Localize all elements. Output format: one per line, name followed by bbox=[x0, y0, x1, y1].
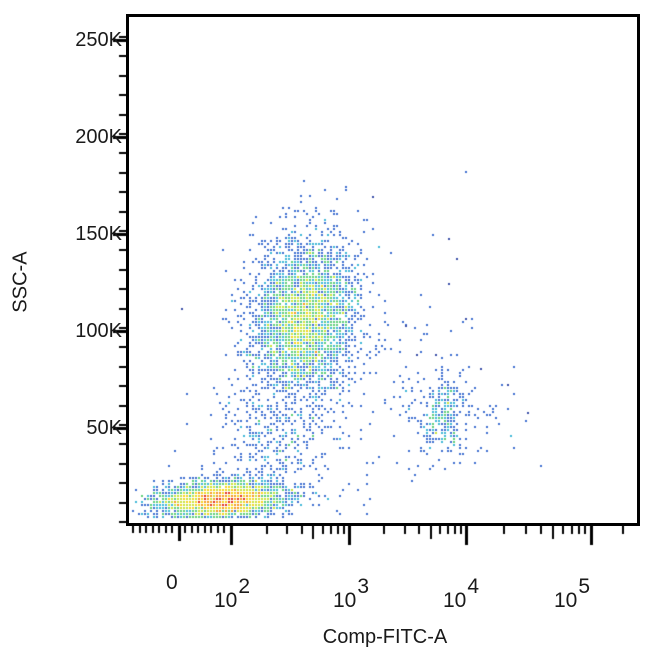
x-tick-label-1e5: 105 bbox=[554, 575, 591, 612]
x-tick-label-1e3: 103 bbox=[333, 575, 370, 612]
x-tick-label-1e2: 102 bbox=[214, 575, 251, 612]
y-tick-label: 200K bbox=[75, 126, 122, 148]
x-tick-label-1e4: 104 bbox=[443, 575, 480, 612]
y-tick-label: 50K bbox=[86, 417, 122, 439]
y-tick-label: 250K bbox=[75, 29, 122, 51]
y-tick-label: 150K bbox=[75, 223, 122, 245]
y-tick-label: 100K bbox=[75, 320, 122, 342]
y-axis-title: SSC-A bbox=[9, 251, 32, 313]
x-axis-title: Comp-FITC-A bbox=[322, 626, 448, 648]
x-tick-label-0: 0 bbox=[166, 571, 178, 594]
